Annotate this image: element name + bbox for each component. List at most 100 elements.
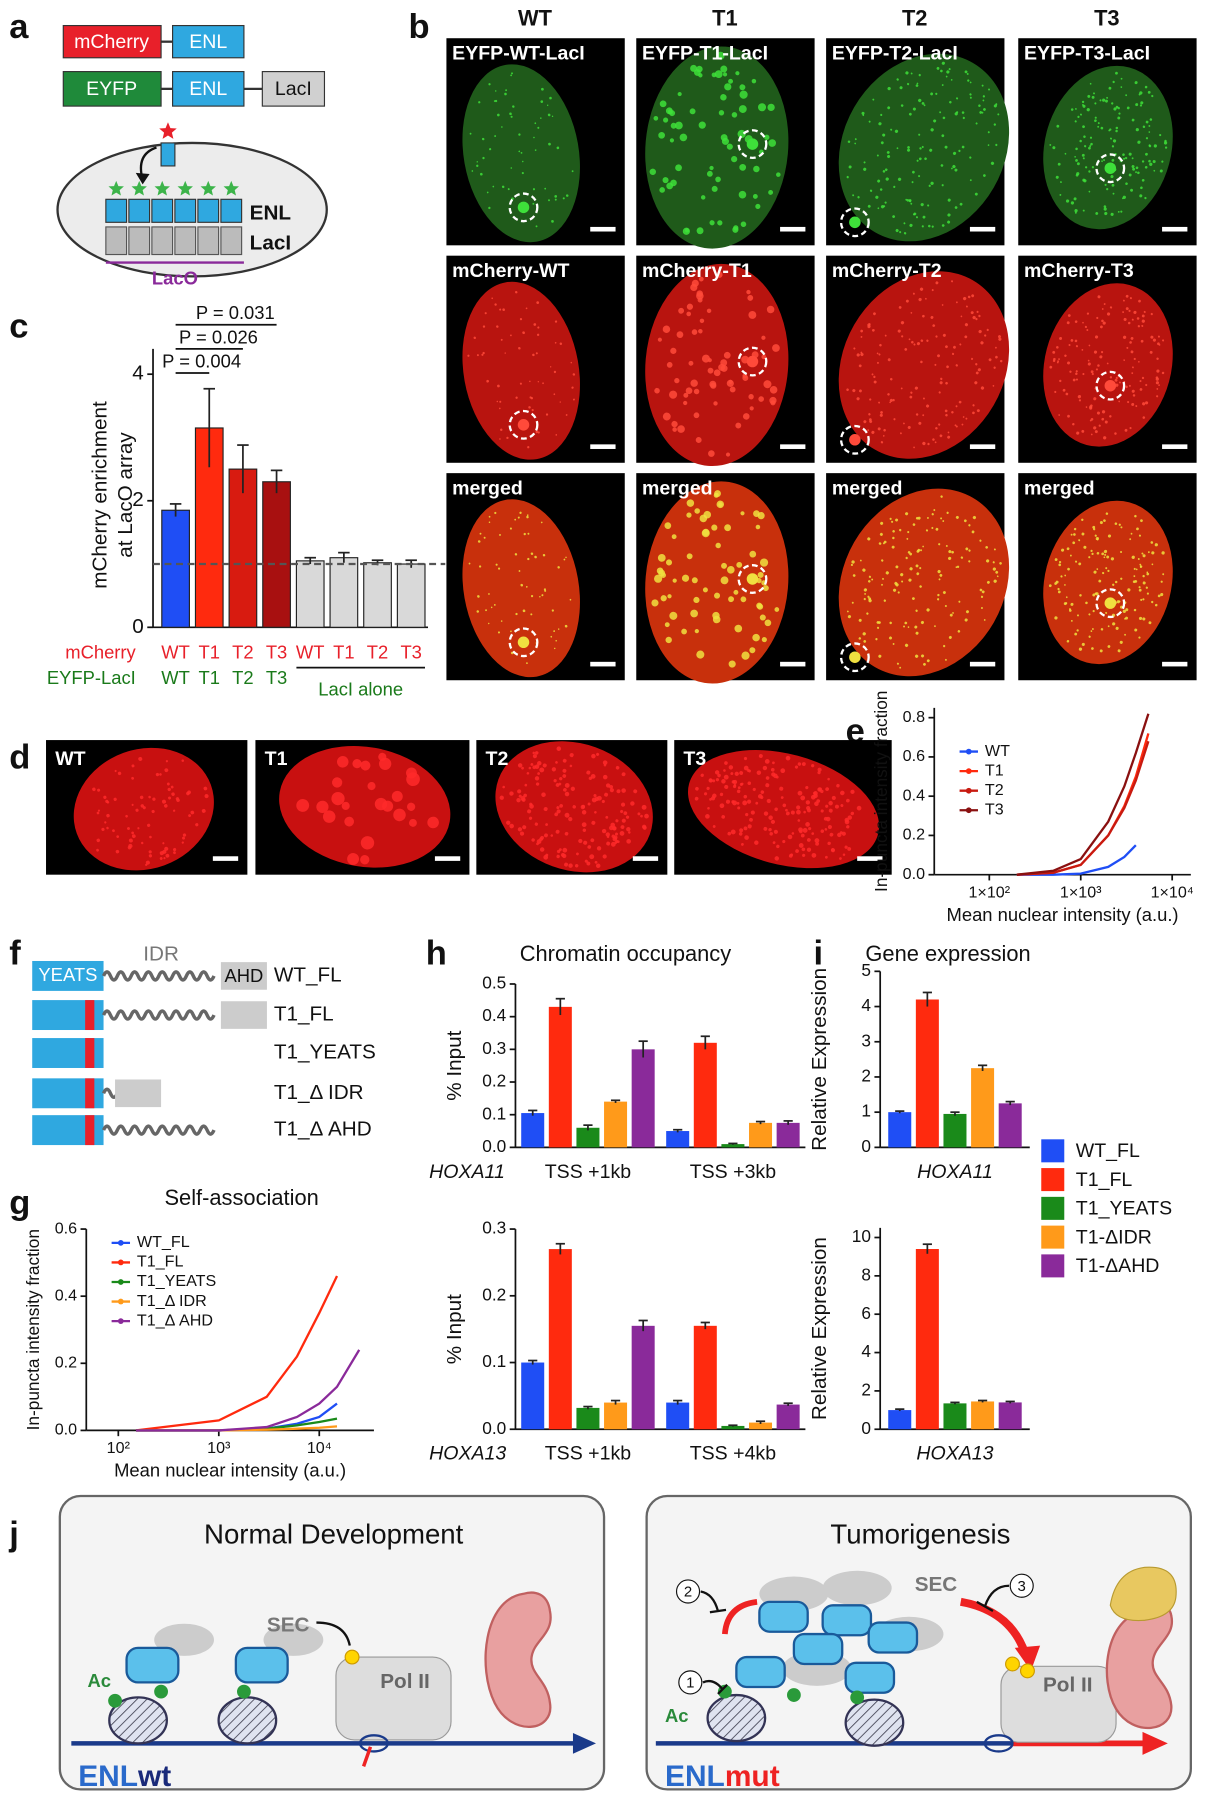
x-tick-label: TSS +3kb xyxy=(690,1161,777,1183)
punctum xyxy=(705,814,710,819)
punctum xyxy=(1135,405,1138,408)
punctum xyxy=(537,431,540,434)
punctum xyxy=(1096,552,1100,555)
punctum xyxy=(181,759,184,762)
punctum xyxy=(959,343,962,346)
punctum xyxy=(773,773,778,779)
punctum xyxy=(919,585,922,588)
scale-bar xyxy=(857,856,883,861)
punctum xyxy=(1142,598,1145,601)
punctum xyxy=(626,827,631,832)
punctum xyxy=(939,381,943,385)
y-tick-label: 5 xyxy=(861,960,871,980)
punctum xyxy=(693,388,700,395)
punctum xyxy=(1134,81,1138,85)
y-axis-label: Relative Expression xyxy=(808,1237,831,1420)
punctum xyxy=(1093,350,1098,354)
punctum xyxy=(686,303,694,310)
punctum xyxy=(768,139,776,147)
enl-unit xyxy=(174,198,197,223)
punctum xyxy=(854,138,857,141)
punctum xyxy=(1148,621,1152,625)
punctum xyxy=(476,354,479,357)
punctum xyxy=(709,165,714,171)
locus xyxy=(746,138,759,150)
punctum xyxy=(1132,580,1136,584)
punctum xyxy=(1157,594,1161,598)
punctum xyxy=(609,788,614,793)
scale-bar xyxy=(590,444,616,449)
punctum xyxy=(672,427,677,432)
star xyxy=(108,180,124,196)
punctum xyxy=(1065,392,1069,396)
punctum xyxy=(1103,303,1106,305)
punctum xyxy=(813,793,818,799)
punctum xyxy=(895,228,899,233)
punctum xyxy=(924,157,927,161)
punctum xyxy=(915,654,919,658)
punctum xyxy=(1132,366,1134,369)
punctum xyxy=(1156,369,1160,373)
enl-protein xyxy=(160,142,176,167)
punctum xyxy=(581,822,587,828)
punctum xyxy=(125,814,128,818)
punctum xyxy=(701,529,710,538)
punctum xyxy=(1068,343,1071,347)
punctum xyxy=(889,636,892,640)
enl xyxy=(844,1661,896,1694)
punctum xyxy=(1146,571,1149,574)
punctum xyxy=(594,796,600,802)
punctum xyxy=(972,411,975,415)
legend-dot xyxy=(117,1298,124,1305)
punctum xyxy=(569,598,572,601)
legend-dot xyxy=(117,1279,124,1285)
punctum xyxy=(940,495,943,498)
punctum xyxy=(1074,632,1078,636)
laci-unit xyxy=(128,226,151,256)
locus-ring xyxy=(839,424,870,455)
punctum xyxy=(1074,211,1077,214)
image-label: EYFP-T1-LacI xyxy=(642,43,768,65)
punctum xyxy=(497,567,501,570)
punctum xyxy=(182,833,187,837)
punctum xyxy=(903,232,907,235)
punctum xyxy=(851,601,854,604)
punctum xyxy=(1081,532,1085,536)
punctum xyxy=(1128,384,1131,387)
punctum xyxy=(942,520,945,522)
punctum xyxy=(551,767,557,772)
punctum xyxy=(1101,552,1105,556)
punctum xyxy=(880,141,884,145)
punctum xyxy=(900,321,905,325)
punctum xyxy=(944,409,948,413)
punctum xyxy=(1100,325,1103,329)
x-tick-label: HOXA11 xyxy=(917,1161,993,1183)
legend-label: T1_Δ IDR xyxy=(137,1292,207,1310)
punctum xyxy=(1097,122,1100,125)
punctum xyxy=(955,405,958,408)
punctum xyxy=(923,104,926,107)
punctum xyxy=(1129,341,1132,344)
punctum xyxy=(669,390,678,399)
bar xyxy=(576,1407,600,1430)
punctum xyxy=(534,822,539,826)
punctum xyxy=(499,400,502,403)
punctum xyxy=(739,163,747,171)
punctum xyxy=(706,786,710,791)
step-number: 1 xyxy=(686,1674,694,1691)
punctum xyxy=(937,354,941,358)
punctum xyxy=(868,575,872,578)
punctum xyxy=(556,809,561,814)
punctum xyxy=(727,566,735,574)
punctum xyxy=(738,190,747,199)
punctum xyxy=(944,605,947,608)
punctum xyxy=(926,339,929,342)
punctum xyxy=(917,548,921,552)
punctum xyxy=(596,846,602,851)
complex xyxy=(822,1570,892,1606)
punctum xyxy=(795,849,799,853)
punctum xyxy=(602,760,608,765)
punctum xyxy=(847,815,853,820)
nucleosome xyxy=(844,1698,905,1747)
punctum xyxy=(871,430,875,434)
